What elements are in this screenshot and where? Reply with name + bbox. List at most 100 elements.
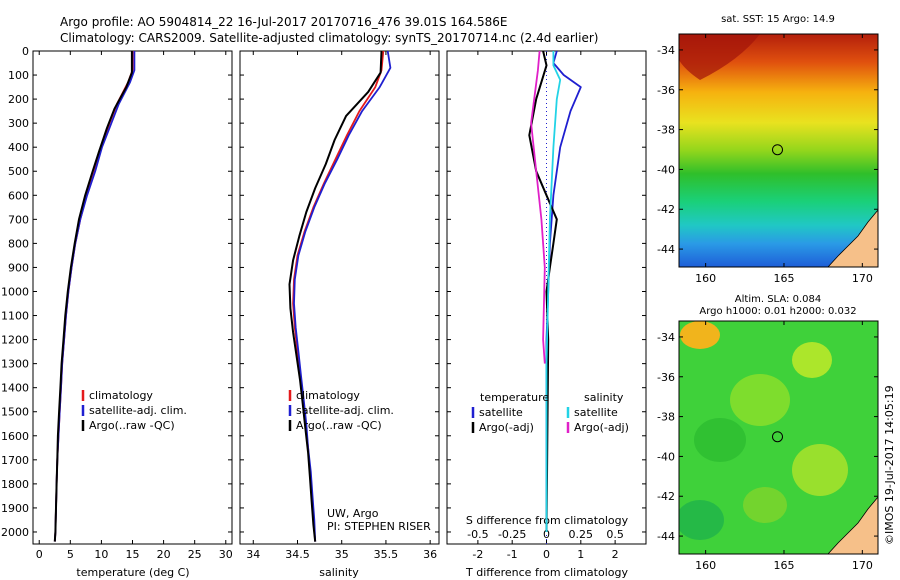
series-line [528, 50, 558, 533]
x-tick-label: -2 [472, 548, 483, 561]
depth-tick-label: 1200 [1, 334, 29, 347]
salinity-frame [239, 50, 440, 545]
depth-tick-label: 700 [8, 213, 29, 226]
depth-tick-label: 900 [8, 261, 29, 274]
depth-tick-label: 2000 [1, 526, 29, 539]
depth-tick-label: 1400 [1, 382, 29, 395]
x-tick-label: 0 [36, 548, 43, 561]
x-tick-label: 34 [246, 548, 260, 561]
map-lat-label: -42 [657, 203, 675, 216]
salinity-annotation-line-1: UW, Argo [327, 507, 379, 520]
sla-map-blob-7 [743, 487, 787, 523]
sla-map: Altim. SLA: 0.084 Argo h1000: 0.01 h2000… [657, 294, 879, 572]
legend-label: Argo(-adj) [574, 421, 629, 434]
depth-tick-label: 400 [8, 141, 29, 154]
legend-label: satellite-adj. clim. [296, 404, 394, 417]
map-lon-label: 160 [695, 272, 716, 285]
series-line [292, 50, 385, 542]
map-lon-label: 165 [773, 272, 794, 285]
depth-tick-label: 200 [8, 93, 29, 106]
map-lon-label: 160 [695, 559, 716, 572]
s-tick-label: 0.5 [606, 528, 624, 541]
sla-map-title: Altim. SLA: 0.084 [735, 294, 821, 305]
legend-title: salinity [584, 391, 624, 404]
depth-tick-label: 1300 [1, 358, 29, 371]
x-tick-label: 1 [577, 548, 584, 561]
series-line [288, 50, 383, 542]
difference-xlabel: T difference from climatology [465, 566, 628, 579]
temperature-xlabel: temperature (deg C) [76, 566, 189, 579]
depth-tick-label: 1600 [1, 430, 29, 443]
x-tick-label: 35 [335, 548, 349, 561]
legend-label: Argo(..raw -QC) [89, 419, 175, 432]
depth-tick-label: 1700 [1, 454, 29, 467]
legend-label: Argo(-adj) [479, 421, 534, 434]
sla-map-frame [678, 320, 879, 555]
s-tick-label: 0 [543, 528, 550, 541]
s-tick-label: -0.25 [498, 528, 526, 541]
salinity-panel: salinity UW, Argo PI: STEPHEN RISER 34 34… [239, 50, 440, 579]
series-line [545, 51, 562, 532]
depth-tick-label: 600 [8, 189, 29, 202]
temperature-panel: temperature (deg C) 01002003004005006007… [1, 45, 233, 579]
depth-tick-label: 1500 [1, 406, 29, 419]
temperature-frame [32, 50, 233, 545]
map-lat-label: -36 [657, 84, 675, 97]
depth-tick-label: 1800 [1, 478, 29, 491]
x-tick-label: 0 [543, 548, 550, 561]
salinity-annotation-line-2: PI: STEPHEN RISER [327, 520, 431, 533]
series-line [545, 50, 582, 532]
argo-location-marker [771, 144, 783, 156]
x-tick-label: 10 [94, 548, 108, 561]
map-lat-label: -44 [657, 243, 675, 256]
x-tick-label: 30 [219, 548, 233, 561]
map-lat-label: -42 [657, 490, 675, 503]
sst-map-land [827, 209, 878, 267]
sla-map-blob-3 [730, 374, 790, 426]
depth-tick-label: 1100 [1, 310, 29, 323]
sla-map-blob-6 [679, 500, 724, 540]
x-tick-label: 2 [612, 548, 619, 561]
series-line [530, 50, 546, 364]
legend-label: climatology [296, 389, 360, 402]
salinity-xlabel: salinity [319, 566, 359, 579]
legend-label: climatology [89, 389, 153, 402]
map-lat-label: -40 [657, 163, 675, 176]
legend-label: satellite-adj. clim. [89, 404, 187, 417]
sst-map-warm-patch [679, 34, 760, 80]
argo-location-marker [771, 431, 783, 443]
legend-title: temperature [480, 391, 549, 404]
sst-map: sat. SST: 15 Argo: 14.9 -34 -36 -38 -40 -42 -… [657, 14, 879, 285]
sla-map-blob-5 [792, 444, 848, 496]
title-line-1: Argo profile: AO 5904814_22 16-Jul-2017 … [60, 15, 507, 29]
title-line-2: Climatology: CARS2009. Satellite-adjuste… [60, 31, 598, 45]
sst-map-title: sat. SST: 15 Argo: 14.9 [721, 14, 835, 25]
x-tick-label: -1 [507, 548, 518, 561]
map-lon-label: 170 [852, 272, 873, 285]
sla-map-land [827, 496, 878, 554]
depth-tick-label: 0 [22, 45, 29, 58]
map-lat-label: -38 [657, 124, 675, 137]
depth-tick-label: 100 [8, 69, 29, 82]
map-lon-label: 165 [773, 559, 794, 572]
x-tick-label: 34.5 [285, 548, 310, 561]
difference-panel: T difference from climatology S differen… [446, 50, 647, 579]
x-tick-label: 20 [157, 548, 171, 561]
map-lon-label: 170 [852, 559, 873, 572]
depth-tick-label: 500 [8, 165, 29, 178]
depth-tick-label: 800 [8, 237, 29, 250]
depth-tick-label: 1900 [1, 502, 29, 515]
depth-tick-label: 300 [8, 117, 29, 130]
series-line [53, 51, 133, 542]
sla-map-subtitle: Argo h1000: 0.01 h2000: 0.032 [699, 306, 856, 317]
sst-map-frame [678, 33, 879, 268]
legend-label: satellite [479, 406, 523, 419]
map-lat-label: -34 [657, 331, 675, 344]
legend-label: Argo(..raw -QC) [296, 419, 382, 432]
x-tick-label: 35.5 [374, 548, 399, 561]
x-tick-label: 15 [126, 548, 140, 561]
map-lat-label: -36 [657, 371, 675, 384]
sla-map-blob-4 [694, 418, 746, 462]
legend-label: satellite [574, 406, 618, 419]
